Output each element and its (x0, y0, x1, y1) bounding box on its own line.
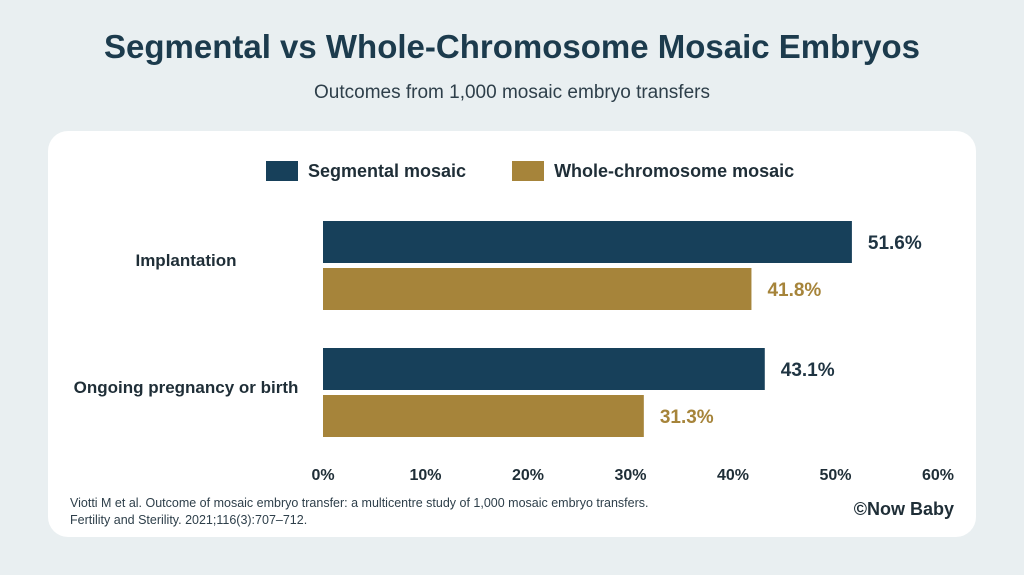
x-tick-label: 10% (409, 467, 441, 484)
legend-item-segmental: Segmental mosaic (266, 161, 466, 182)
category-label: Ongoing pregnancy or birth (74, 378, 299, 397)
chart-subtitle: Outcomes from 1,000 mosaic embryo transf… (314, 82, 710, 103)
category-label: Implantation (135, 251, 236, 270)
legend-label-whole: Whole-chromosome mosaic (554, 160, 795, 181)
data-label: 43.1% (781, 360, 835, 381)
x-tick-label: 0% (311, 467, 334, 484)
bar (323, 268, 752, 310)
x-tick-label: 50% (819, 467, 851, 484)
citation-line-1: Viotti M et al. Outcome of mosaic embryo… (70, 496, 649, 510)
legend-swatch-segmental (266, 161, 298, 181)
bar-plot: Implantation 51.6% 41.8% Ongoing pregnancy … (74, 221, 954, 484)
data-label: 41.8% (767, 280, 821, 301)
data-label: 31.3% (660, 407, 714, 428)
chart-card: Segmental mosaic Whole-chromosome mosaic… (48, 131, 976, 537)
x-tick-label: 40% (717, 467, 749, 484)
data-label: 51.6% (868, 233, 922, 254)
x-tick-label: 20% (512, 467, 544, 484)
legend-swatch-whole (512, 161, 545, 181)
citation-line-2: Fertility and Sterility. 2021;116(3):707… (70, 513, 308, 527)
bar (323, 221, 852, 263)
legend-item-whole: Whole-chromosome mosaic (512, 161, 794, 182)
legend-label-segmental: Segmental mosaic (308, 160, 467, 181)
x-tick-label: 30% (614, 467, 646, 484)
bar (323, 348, 765, 390)
bar (323, 395, 644, 437)
credit: ©Now Baby (853, 499, 954, 519)
x-tick-label: 60% (922, 467, 954, 484)
legend: Segmental mosaic Whole-chromosome mosaic (266, 159, 840, 183)
citation: Viotti M et al. Outcome of mosaic embryo… (70, 495, 770, 529)
chart-title: Segmental vs Whole-Chromosome Mosaic Emb… (103, 28, 921, 65)
